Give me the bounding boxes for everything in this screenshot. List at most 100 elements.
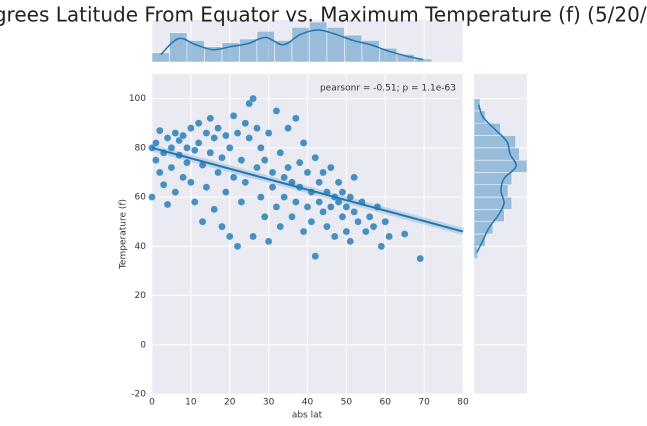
scatter-point [292, 198, 300, 206]
scatter-point [315, 198, 323, 206]
scatter-point [299, 139, 308, 147]
scatter-point [183, 158, 191, 167]
scatter-point [272, 203, 281, 211]
scatter-point [148, 193, 156, 201]
y-tick-label: 20 [135, 291, 147, 301]
scatter-point [167, 163, 176, 172]
scatter-point [299, 227, 308, 236]
top-density-line [160, 29, 424, 61]
scatter-point [214, 168, 222, 177]
right-hist-bar [473, 98, 481, 112]
top-hist-bar [239, 38, 258, 63]
scatter-point [319, 168, 327, 177]
scatter-point [280, 173, 288, 182]
scatter-point [163, 134, 172, 142]
scatter-point [241, 178, 250, 187]
x-axis-label: abs lat [292, 411, 323, 421]
scatter-point [327, 203, 335, 211]
x-tick-label: 0 [149, 398, 155, 408]
scatter-point [330, 232, 339, 241]
scatter-point [303, 168, 312, 177]
scatter-point [206, 149, 215, 157]
scatter-point [222, 188, 230, 196]
scatter-point [214, 124, 222, 132]
top-hist-bar [186, 40, 205, 63]
scatter-point [241, 119, 250, 127]
scatter-point [237, 156, 246, 164]
scatter-point [323, 222, 331, 231]
scatter-point [381, 217, 389, 226]
scatter-point [284, 163, 292, 172]
scatter-point [194, 139, 203, 147]
top-hist-bar [169, 32, 188, 63]
top-hist-bar [256, 30, 275, 63]
scatter-point [222, 131, 230, 140]
scatter-point [257, 193, 265, 201]
y-tick-label: 0 [140, 340, 146, 350]
right-hist-bar [473, 184, 509, 198]
right-hist-bar [473, 209, 505, 222]
scatter-point [295, 158, 304, 167]
scatter-point [206, 114, 215, 123]
scatter-point [233, 242, 242, 251]
scatter-point [280, 193, 288, 201]
scatter-point [202, 183, 211, 191]
scatter-point [167, 144, 176, 152]
scatter-point [311, 252, 320, 260]
scatter-point [156, 168, 164, 177]
scatter-point [233, 129, 242, 137]
scatter-point [319, 208, 327, 216]
scatter-point [257, 144, 265, 152]
scatter-point [268, 168, 277, 177]
scatter-point [202, 129, 211, 137]
scatter-point [346, 237, 355, 246]
y-tick-label: 100 [129, 94, 146, 104]
scatter-point [171, 188, 180, 196]
scatter-point [292, 114, 300, 123]
scatter-point [264, 237, 273, 246]
scatter-point [245, 99, 253, 108]
scatter-point [400, 230, 409, 238]
scatter-point [369, 222, 378, 231]
scatter-point [342, 203, 351, 211]
scatter-point [191, 146, 199, 155]
scatter-point [159, 181, 168, 189]
scatter-point [210, 205, 218, 214]
scatter-point [253, 163, 261, 172]
scatter-point [249, 94, 257, 103]
scatter-point [268, 183, 277, 191]
scatter-point [179, 173, 187, 182]
right-hist-bar [473, 172, 513, 186]
scatter-point [288, 213, 296, 221]
scatter-point [365, 213, 374, 221]
scatter-point [179, 131, 187, 140]
scatter-point [354, 217, 362, 226]
scatter-point [225, 232, 234, 241]
scatter-point [276, 222, 285, 231]
x-tick-label: 80 [457, 398, 469, 408]
scatter-point [183, 144, 191, 152]
scatter-point [152, 156, 160, 164]
scatter-point [218, 222, 226, 231]
scatter-point [152, 139, 160, 147]
scatter-point [338, 188, 347, 196]
y-tick-label: 40 [135, 242, 147, 252]
scatter-point [416, 254, 424, 263]
scatter-point [260, 213, 269, 221]
scatter-point [350, 173, 358, 182]
scatter-point [264, 129, 273, 137]
x-tick-label: 70 [418, 398, 430, 408]
scatter-point [272, 107, 281, 115]
scatter-point [303, 203, 312, 211]
scatter-point [315, 178, 323, 187]
regression-line [151, 146, 464, 233]
scatter-point [311, 153, 320, 162]
chart-title: Degrees Latitude From Equator vs. Maximu… [0, 3, 647, 27]
scatter-point [284, 124, 292, 132]
scatter-point [156, 126, 164, 135]
annotation: pearsonr = -0.51; p = 1.1e-63 [320, 84, 456, 94]
scatter-point [191, 198, 199, 206]
scatter-point [229, 112, 238, 120]
scatter-point [307, 217, 316, 226]
